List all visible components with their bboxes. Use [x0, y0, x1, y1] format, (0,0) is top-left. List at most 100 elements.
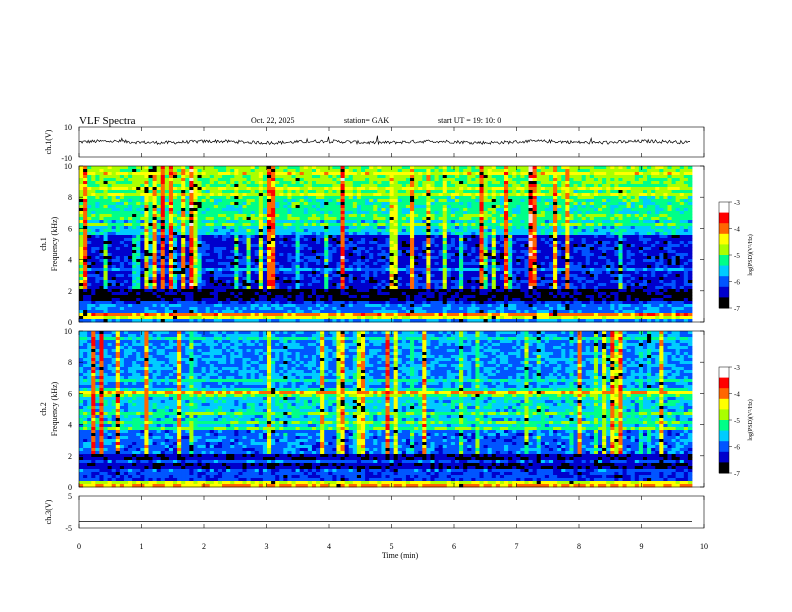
spectrogram-cell	[479, 196, 483, 199]
spectrogram-cell	[655, 193, 659, 196]
spectrogram-cell	[631, 253, 635, 256]
spectrogram-cell	[598, 166, 602, 169]
spectrogram-cell	[610, 223, 614, 226]
spectrogram-cell	[496, 250, 500, 253]
spectrogram-cell	[214, 178, 218, 181]
spectrogram-cell	[287, 262, 291, 265]
spectrogram-cell	[255, 238, 259, 241]
spectrogram-cell	[610, 226, 614, 229]
spectrogram-cell	[561, 205, 565, 208]
spectrogram-cell	[271, 241, 275, 244]
spectrogram-cell	[398, 253, 402, 256]
spectrogram-cell	[496, 247, 500, 250]
spectrogram-cell	[565, 253, 569, 256]
spectrogram-cell	[651, 226, 655, 229]
spectrogram-cell	[496, 229, 500, 232]
spectrogram-cell	[296, 229, 300, 232]
spectrogram-cell	[402, 226, 406, 229]
spectrogram-cell	[598, 217, 602, 220]
spectrogram-cell	[222, 166, 226, 169]
spectrogram-cell	[565, 172, 569, 175]
spectrogram-cell	[116, 184, 120, 187]
spectrogram-cell	[623, 253, 627, 256]
spectrogram-cell	[95, 199, 99, 202]
spectrogram-cell	[353, 193, 357, 196]
spectrogram-cell	[193, 217, 197, 220]
spectrogram-cell	[459, 169, 463, 172]
spectrogram-cell	[104, 217, 108, 220]
spectrogram-cell	[381, 205, 385, 208]
spectrogram-cell	[328, 217, 332, 220]
spectrogram-cell	[443, 244, 447, 247]
spectrogram-cell	[676, 172, 680, 175]
spectrogram-cell	[120, 184, 124, 187]
spectrogram-cell	[124, 214, 128, 217]
spectrogram-cell	[287, 184, 291, 187]
spectrogram-cell	[647, 253, 651, 256]
spectrogram-cell	[255, 247, 259, 250]
spectrogram-cell	[87, 238, 91, 241]
spectrogram-cell	[275, 247, 279, 250]
spectrogram-cell	[606, 205, 610, 208]
spectrogram-cell	[430, 217, 434, 220]
spectrogram-cell	[590, 199, 594, 202]
spectrogram-cell	[430, 238, 434, 241]
spectrogram-cell	[226, 265, 230, 268]
spectrogram-cell	[418, 205, 422, 208]
spectrogram-cell	[455, 217, 459, 220]
spectrogram-cell	[202, 259, 206, 262]
spectrogram-cell	[402, 202, 406, 205]
spectrogram-cell	[655, 241, 659, 244]
spectrogram-cell	[218, 250, 222, 253]
spectrogram-cell	[87, 205, 91, 208]
spectrogram-cell	[655, 181, 659, 184]
spectrogram-cell	[341, 205, 345, 208]
spectrogram-cell	[610, 244, 614, 247]
spectrogram-cell	[443, 178, 447, 181]
spectrogram-cell	[316, 193, 320, 196]
spectrogram-cell	[116, 226, 120, 229]
spectrogram-cell	[455, 253, 459, 256]
spectrogram-cell	[108, 184, 112, 187]
spectrogram-cell	[443, 166, 447, 169]
spectrogram-cell	[414, 175, 418, 178]
spectrogram-cell	[381, 199, 385, 202]
spectrogram-cell	[242, 202, 246, 205]
spectrogram-cell	[161, 169, 165, 172]
spectrogram-cell	[140, 259, 144, 262]
spectrogram-cell	[512, 193, 516, 196]
spectrogram-cell	[688, 166, 692, 169]
spectrogram-cell	[312, 238, 316, 241]
spectrogram-cell	[602, 232, 606, 235]
spectrogram-cell	[263, 241, 267, 244]
spectrogram-cell	[529, 238, 533, 241]
spectrogram-cell	[627, 199, 631, 202]
spectrogram-cell	[377, 217, 381, 220]
spectrogram-cell	[659, 241, 663, 244]
spectrogram-cell	[341, 226, 345, 229]
spectrogram-cell	[292, 211, 296, 214]
spectrogram-cell	[308, 181, 312, 184]
spectrogram-cell	[578, 205, 582, 208]
spectrogram-cell	[165, 175, 169, 178]
spectrogram-cell	[336, 172, 340, 175]
spectrogram-cell	[341, 244, 345, 247]
spectrogram-cell	[140, 232, 144, 235]
spectrogram-cell	[79, 205, 83, 208]
spectrogram-cell	[422, 235, 426, 238]
spectrogram-cell	[672, 193, 676, 196]
spectrogram-cell	[451, 202, 455, 205]
spectrogram-cell	[369, 208, 373, 211]
spectrogram-cell	[108, 226, 112, 229]
spectrogram-cell	[488, 169, 492, 172]
spectrogram-cell	[410, 190, 414, 193]
spectrogram-cell	[259, 259, 263, 262]
spectrogram-cell	[627, 244, 631, 247]
spectrogram-cell	[643, 187, 647, 190]
spectrogram-cell	[602, 172, 606, 175]
spectrogram-cell	[312, 250, 316, 253]
spectrogram-cell	[336, 208, 340, 211]
spectrogram-cell	[112, 235, 116, 238]
spectrogram-cell	[492, 250, 496, 253]
spectrogram-cell	[398, 175, 402, 178]
